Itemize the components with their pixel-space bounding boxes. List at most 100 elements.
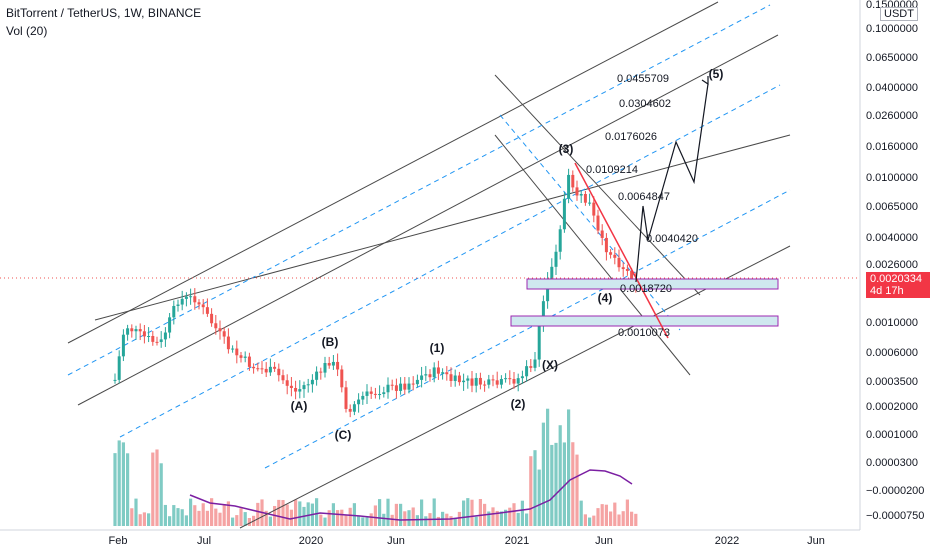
volume-bar — [579, 500, 583, 526]
symbol-title[interactable]: BitTorrent / TetherUS, 1W, BINANCE — [6, 6, 202, 20]
candle-body — [491, 379, 495, 381]
price-tick-label: 0.0000300 — [866, 457, 918, 469]
volume-bar — [588, 517, 592, 526]
candle-body — [583, 194, 587, 203]
candle-body — [428, 374, 432, 378]
volume-bar — [239, 508, 243, 526]
volume-bar — [159, 463, 163, 526]
candle-body — [205, 307, 209, 314]
candle-body — [214, 323, 218, 329]
channel-line — [494, 74, 701, 296]
support-zone-lower — [510, 315, 779, 327]
candle-body — [218, 328, 222, 332]
fib-level-label: 0.0176026 — [605, 131, 657, 143]
volume-bar — [117, 440, 121, 526]
volume-bar — [210, 498, 214, 526]
candle-body — [310, 379, 314, 385]
candle-body — [399, 383, 403, 391]
fib-level-label: 0.0064847 — [618, 191, 670, 203]
price-axis[interactable]: 0.1500000 0.1000000 0.0650000 0.0400000 0.02… — [866, 0, 924, 522]
volume-bar — [365, 517, 369, 526]
wave-label: (5) — [709, 67, 724, 81]
volume-bar — [562, 442, 566, 526]
volume-bar — [529, 456, 533, 526]
candle-body — [554, 251, 558, 267]
candle-body — [361, 395, 365, 400]
volume-bar — [184, 515, 188, 526]
candle-body — [462, 380, 466, 383]
volume-bar — [327, 510, 331, 526]
time-tick-label: Feb — [109, 535, 128, 547]
channel-line — [67, 1, 719, 344]
candle-body — [604, 237, 608, 253]
price-tick-label: 0.1500000 — [866, 0, 918, 11]
volume-bar — [378, 499, 382, 526]
candle-body — [252, 366, 256, 369]
volume-bar — [147, 513, 151, 526]
volume-bar — [541, 422, 545, 526]
candle-body — [575, 187, 579, 196]
volume-bar — [138, 514, 142, 526]
candle-body — [609, 252, 613, 255]
volume-bar — [348, 507, 352, 526]
fib-level-label: 0.0040420 — [646, 233, 698, 245]
candle-body — [420, 375, 424, 380]
candle-body — [478, 377, 482, 385]
candle-body — [394, 385, 398, 391]
candle-body — [243, 356, 247, 358]
price-tick-label: 0.0040000 — [866, 232, 918, 244]
candle-body — [235, 348, 239, 356]
time-tick-label: 2022 — [715, 535, 739, 547]
volume-bar — [508, 507, 512, 526]
candle-body — [306, 384, 310, 386]
price-tick-label: 0.0650000 — [866, 52, 918, 64]
fib-level-label: 0.0109214 — [586, 164, 638, 176]
candle-body — [432, 367, 436, 378]
candle-body — [474, 377, 478, 386]
candle-body — [621, 267, 625, 270]
candle-body — [197, 302, 201, 305]
time-axis[interactable]: Feb Jul 2020 Jun 2021 Jun 2022 Jun — [109, 535, 825, 547]
candle-body — [352, 404, 356, 412]
candle-body — [525, 366, 529, 377]
time-tick-label: Jul — [197, 535, 211, 547]
candle-body — [373, 393, 377, 395]
candle-body — [588, 202, 592, 204]
last-price-badge[interactable]: 0.0020334 4d 17h — [866, 272, 930, 298]
candle-body — [340, 369, 344, 388]
candle-body — [201, 304, 205, 308]
volume-bar — [323, 517, 327, 526]
price-tick-label: 0.0002000 — [866, 401, 918, 413]
volume-bar — [361, 517, 365, 526]
candle-body — [508, 378, 512, 380]
time-tick-label: Jun — [387, 535, 405, 547]
candle-body — [483, 384, 487, 386]
candle-body — [487, 379, 491, 385]
candle-body — [533, 359, 537, 368]
volume-bar — [499, 511, 503, 526]
volume-bar — [449, 516, 453, 526]
volume-indicator-label[interactable]: Vol (20) — [6, 24, 48, 38]
volume-bar — [163, 504, 167, 526]
candle-body — [613, 254, 617, 258]
volume-bar — [457, 511, 461, 526]
volume-bar — [180, 509, 184, 526]
projected-arrow-head — [701, 76, 709, 86]
candle-body — [567, 174, 571, 199]
volume-bar — [407, 510, 411, 526]
candle-body — [520, 376, 524, 379]
currency-unit-label[interactable]: USDT — [880, 7, 918, 21]
candle-body — [550, 266, 554, 280]
chart-header: BitTorrent / TetherUS, 1W, BINANCE Vol (… — [6, 6, 201, 38]
price-tick-label: −0.0000200 — [866, 485, 924, 497]
wave-label: (1) — [430, 341, 445, 355]
candle-body — [256, 368, 260, 370]
volume-bar — [546, 408, 550, 526]
time-tick-label: Jun — [807, 535, 825, 547]
volume-bar — [226, 501, 230, 526]
volume-bar — [533, 450, 537, 526]
candle-body — [541, 301, 545, 326]
candle-body — [512, 378, 516, 384]
